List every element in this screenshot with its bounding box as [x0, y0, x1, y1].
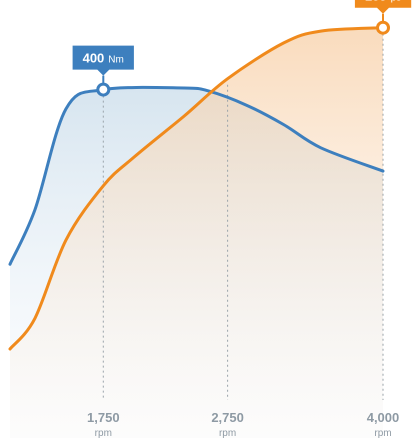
- tick-label-value: 1,750: [87, 410, 120, 425]
- tick-label-value: 2,750: [211, 410, 244, 425]
- series-markers: [96, 20, 390, 97]
- x-axis-ticks: 1,750 rpm 2,750 rpm 4,000 rpm: [87, 410, 399, 438]
- tick-label-unit: rpm: [219, 428, 236, 438]
- series-areas: [10, 27, 383, 438]
- power-peak-marker: [376, 20, 390, 35]
- power-callout-unit: ps: [391, 0, 402, 4]
- tick-label-unit: rpm: [374, 428, 391, 438]
- power-callout-value: 185: [365, 0, 387, 4]
- tick-label-unit: rpm: [95, 428, 112, 438]
- torque-callout-value: 400: [83, 51, 105, 66]
- torque-callout: 400 Nm: [72, 45, 134, 84]
- torque-callout-box: [72, 45, 134, 76]
- tick-label-value: 4,000: [367, 410, 400, 425]
- torque-line: [8, 85, 385, 266]
- torque-peak-marker: [96, 82, 111, 97]
- tick-gridlines: [102, 33, 384, 400]
- power-area: [10, 27, 383, 438]
- series-lines: [8, 26, 385, 351]
- power-callout-box: [354, 0, 412, 14]
- power-line: [8, 26, 385, 351]
- power-callout: 185 ps: [354, 0, 412, 22]
- torque-callout-unit: Nm: [108, 55, 124, 66]
